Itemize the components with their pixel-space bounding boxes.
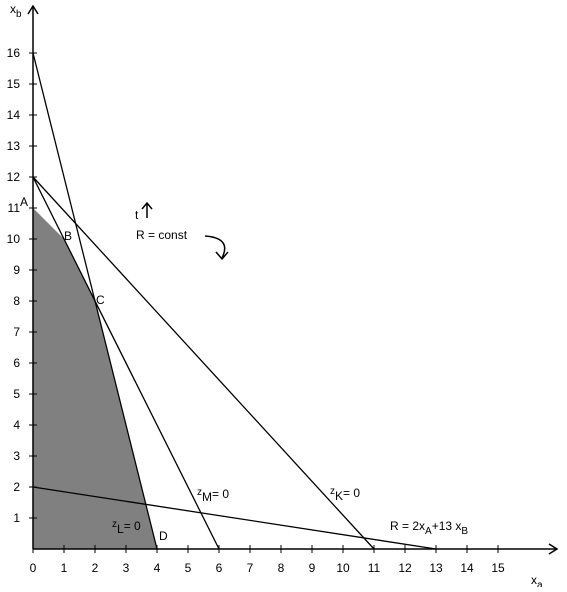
- t-label: t: [135, 208, 139, 222]
- feasible-region: [33, 208, 157, 549]
- x-tick-label: 4: [154, 561, 161, 575]
- zl-label-rest: = 0: [124, 519, 141, 533]
- axes: [27, 4, 559, 555]
- y-tick-label: 9: [13, 263, 20, 277]
- x-tick-label: 6: [216, 561, 223, 575]
- zk-label-sub: K: [335, 489, 343, 503]
- zm-label-sub: M: [202, 490, 212, 504]
- x-axis-label: xa: [531, 573, 543, 587]
- zm-label-main: z: [197, 487, 202, 498]
- y-tick-label: 3: [13, 449, 20, 463]
- y-tick-label: 8: [13, 294, 20, 308]
- objective-part: +13 x: [432, 519, 462, 533]
- line-zk: [32, 176, 375, 550]
- objective-part: A: [425, 526, 432, 537]
- x-tick-label: 7: [247, 561, 254, 575]
- point-label: C: [96, 293, 105, 307]
- zk-label: zK= 0: [330, 486, 360, 503]
- x-tick-label: 15: [491, 561, 505, 575]
- point-label: D: [159, 529, 168, 543]
- y-axis-label-sub: b: [16, 9, 22, 20]
- zm-label-rest: = 0: [212, 487, 229, 501]
- y-tick-label: 16: [7, 46, 21, 60]
- zm-label: zM= 0: [197, 487, 229, 504]
- zk-label-rest: = 0: [343, 486, 360, 500]
- zl-label: zL= 0: [112, 519, 141, 536]
- y-tick-label: 4: [13, 418, 20, 432]
- x-tick-label: 3: [123, 561, 130, 575]
- point-label: A: [20, 195, 28, 209]
- y-tick-label: 14: [7, 108, 21, 122]
- x-tick-label: 11: [368, 561, 381, 575]
- y-tick-label: 13: [7, 139, 21, 153]
- zk-label-main: z: [330, 486, 335, 497]
- x-axis-label-main: x: [531, 573, 537, 587]
- line-objective: [32, 486, 437, 550]
- x-tick-label: 14: [460, 561, 474, 575]
- y-tick-label: 2: [13, 480, 20, 494]
- x-tick-label: 0: [30, 561, 37, 575]
- x-arrow: [548, 543, 559, 555]
- labels: 0 1 2 3 4 5 6 7 8 9 10 11 12 13 14 15123456789101112131…: [7, 2, 543, 591]
- x-tick-label: 1: [61, 561, 68, 575]
- objective-label: R = 2xA+13 xB: [390, 519, 468, 537]
- x-tick-label: 10: [336, 561, 350, 575]
- y-tick-label: 1: [13, 511, 20, 525]
- y-tick-label: 15: [7, 77, 21, 91]
- y-tick-label: 5: [13, 387, 20, 401]
- objective-part: R = 2x: [390, 519, 425, 533]
- constraint-lines: [32, 52, 437, 550]
- rotate-arrow: [204, 235, 229, 261]
- x-tick-label: 13: [429, 561, 443, 575]
- y-tick-label: 6: [13, 356, 20, 370]
- x-tick-label: 5: [185, 561, 192, 575]
- y-axis-label-main: x: [10, 2, 16, 16]
- y-tick-label: 12: [7, 170, 21, 184]
- y-tick-label: 11: [8, 201, 21, 215]
- line-zm: [32, 176, 220, 550]
- zl-label-sub: L: [117, 522, 124, 536]
- point-label: B: [64, 229, 72, 243]
- x-tick-label: 9: [309, 561, 316, 575]
- t-arrow: [141, 201, 153, 218]
- x-tick-label: 12: [398, 561, 412, 575]
- zl-label-main: z: [112, 519, 117, 530]
- y-axis-label: xb: [10, 2, 22, 20]
- y-tick-label: 10: [7, 232, 21, 246]
- objective-part: B: [461, 526, 468, 537]
- r-const-label: R = const: [136, 228, 188, 242]
- y-tick-label: 7: [13, 325, 20, 339]
- x-tick-label: 2: [92, 561, 99, 575]
- x-tick-label: 8: [278, 561, 285, 575]
- y-arrow: [27, 4, 39, 15]
- x-axis-label-sub: a: [537, 580, 543, 587]
